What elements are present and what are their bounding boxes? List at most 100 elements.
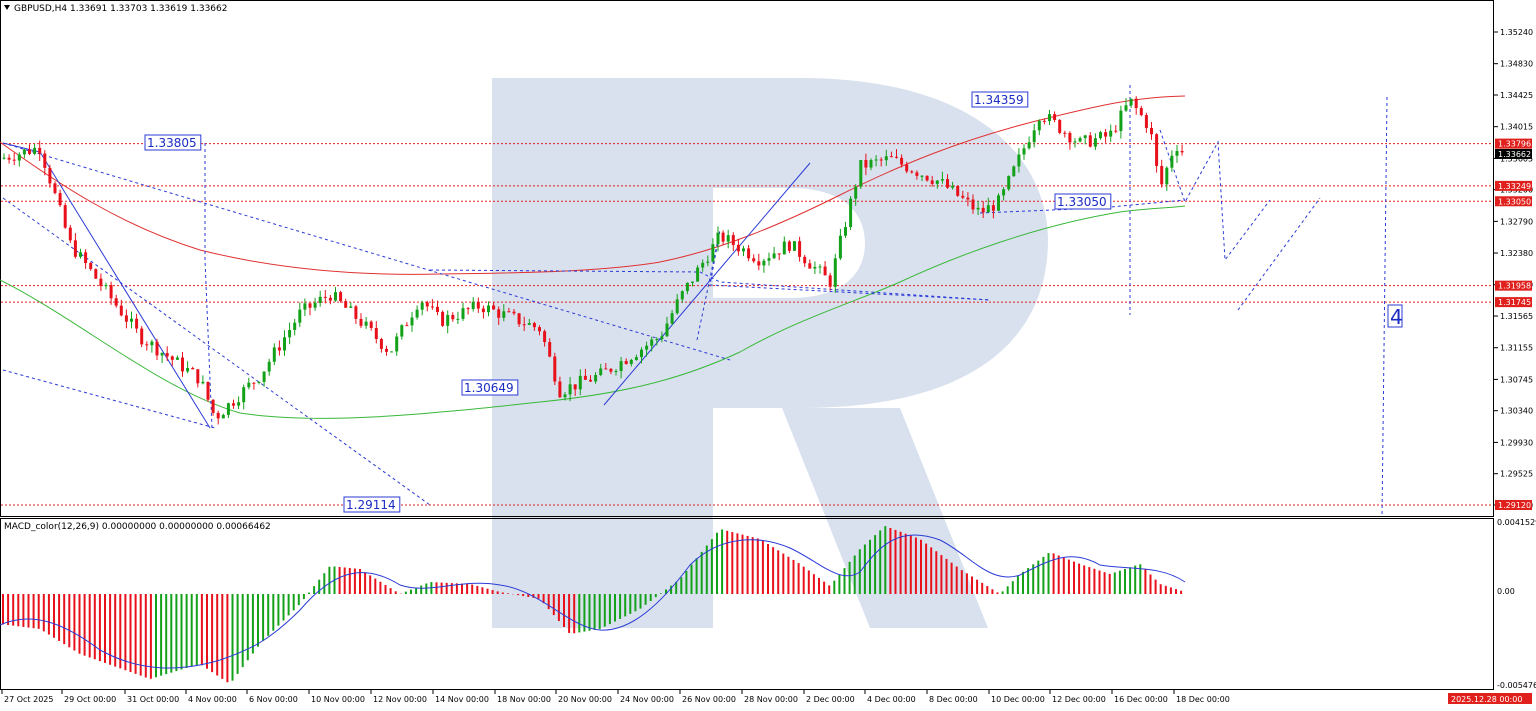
candle-body (512, 311, 516, 314)
candle-body (849, 198, 853, 228)
candle-body (798, 241, 802, 257)
candle-body (492, 305, 496, 310)
candle-body (1053, 114, 1057, 120)
candle-body (691, 281, 694, 283)
level-price-label: 1.33050 (1498, 197, 1531, 206)
level-price-label: 1.29120 (1498, 501, 1531, 510)
time-tick-label: 18 Nov 00:00 (497, 695, 551, 704)
candle-body (787, 241, 791, 251)
time-tick-label: 31 Oct 00:00 (127, 695, 179, 704)
candle-body (436, 306, 439, 312)
candle-body (283, 337, 286, 351)
candle-body (1068, 132, 1072, 143)
candle-body (905, 164, 909, 172)
price-tick-label: 1.35240 (1500, 28, 1533, 37)
candle-body (696, 267, 700, 282)
candle-body (170, 356, 174, 360)
candle-body (818, 266, 822, 268)
time-tick-label: 26 Nov 00:00 (682, 695, 736, 704)
annotation-box (971, 91, 1029, 108)
price-tick-label: 1.30745 (1500, 375, 1533, 384)
candle-body (645, 345, 649, 350)
macd-histogram (2, 526, 1183, 683)
candle-body (1078, 138, 1082, 142)
candle-body (675, 299, 679, 314)
candle-body (747, 248, 751, 259)
candle-body (742, 248, 745, 252)
annotation-label: 4 (1390, 305, 1403, 329)
candle-body (716, 232, 720, 245)
candle-body (726, 235, 730, 242)
price-tick-label: 1.31565 (1500, 312, 1533, 321)
candle-body (736, 244, 740, 252)
candle-body (828, 275, 832, 287)
candle-body (966, 197, 970, 200)
candle-body (583, 375, 587, 380)
candle-body (216, 412, 220, 419)
time-highlight-tag (1448, 693, 1532, 704)
candle-body (961, 195, 965, 198)
candle-body (609, 368, 613, 372)
candle-body (405, 325, 409, 327)
chart-title: GBPUSD,H4 1.33691 1.33703 1.33619 1.3366… (14, 4, 227, 14)
candle-body (328, 297, 332, 301)
candle-body (997, 195, 1000, 211)
candle-body (201, 381, 205, 384)
candle-body (650, 339, 654, 346)
candle-body (425, 302, 429, 307)
candle-body (706, 261, 710, 263)
level-price-label: 1.31958 (1498, 282, 1531, 291)
candle-body (323, 296, 327, 298)
candle-body (655, 339, 659, 341)
level-price-tag (1495, 138, 1532, 149)
candle-body (956, 185, 960, 196)
price-annotations: 1.33805 1.30649 1.29114 1.34359 1.33050 4 (144, 91, 1403, 513)
annotation-label: 1.33805 (147, 136, 197, 150)
annotation-box (343, 496, 401, 513)
candle-body (981, 207, 985, 213)
candle-body (379, 339, 383, 349)
annotation-box (461, 379, 519, 396)
candle-body (532, 323, 536, 328)
candle-body (497, 309, 501, 318)
annotation-box (144, 134, 202, 151)
candle-body (767, 258, 771, 261)
candle-body (762, 260, 766, 266)
candle-body (599, 368, 603, 376)
candle-body (298, 309, 302, 323)
annotation-box (1054, 193, 1112, 210)
candle-body (430, 306, 434, 308)
candle-body (752, 258, 756, 262)
candle-body (410, 317, 414, 326)
candle-body (1165, 167, 1169, 185)
candle-body (68, 227, 72, 241)
candle-body (1180, 151, 1184, 153)
candle-body (660, 336, 664, 340)
candle-body (359, 318, 363, 326)
candle-body (344, 301, 348, 308)
collapse-arrow-icon[interactable] (4, 5, 10, 10)
candle-body (1027, 142, 1031, 149)
candle-body (1083, 135, 1087, 139)
time-tick-label: 12 Dec 00:00 (1052, 695, 1106, 704)
time-tick-label: 4 Dec 00:00 (867, 695, 916, 704)
candle-body (73, 240, 77, 257)
candle-body (517, 313, 521, 325)
macd-tick-label: 0.00 (1497, 587, 1515, 596)
time-tick-label: 10 Nov 00:00 (311, 695, 365, 704)
candle-body (48, 167, 52, 184)
time-tick-label: 29 Oct 00:00 (64, 695, 116, 704)
current-price-label: 1.33662 (1498, 150, 1531, 159)
candle-body (38, 147, 42, 154)
candle-body (685, 282, 689, 292)
time-tick-label: 4 Nov 00:00 (188, 695, 237, 704)
candle-body (1170, 155, 1174, 168)
time-tick-label: 16 Dec 00:00 (1114, 695, 1168, 704)
candle-body (920, 175, 924, 177)
candle-body (1150, 127, 1153, 135)
time-tick-label: 14 Nov 00:00 (435, 695, 489, 704)
candle-body (456, 318, 460, 320)
candle-body (7, 157, 11, 160)
candle-body (140, 328, 144, 345)
